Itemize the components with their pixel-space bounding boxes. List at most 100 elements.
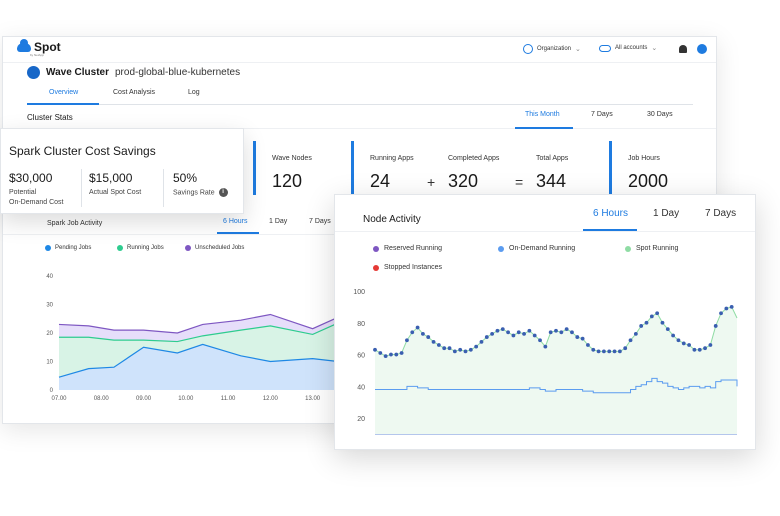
node-range-1-day[interactable]: 1 Day bbox=[653, 208, 680, 219]
spot-point bbox=[511, 333, 516, 338]
legend-label: Pending Jobs bbox=[55, 245, 92, 251]
legend-label: Stopped Instances bbox=[384, 264, 442, 271]
spot-point bbox=[373, 347, 377, 352]
organization-icon bbox=[523, 44, 533, 54]
range-30-days[interactable]: 30 Days bbox=[647, 111, 673, 118]
spot-point bbox=[484, 335, 489, 339]
spot-point bbox=[729, 304, 734, 309]
spot-point bbox=[575, 335, 580, 339]
user-avatar-icon[interactable] bbox=[697, 44, 707, 54]
y-tick-label: 40 bbox=[46, 274, 53, 280]
spot-point bbox=[719, 311, 723, 316]
accounts-selector[interactable]: All accounts ⌄ bbox=[599, 44, 657, 52]
node-range-6-hours[interactable]: 6 Hours bbox=[593, 208, 629, 219]
range-this-month[interactable]: This Month bbox=[525, 111, 560, 118]
node-activity-title: Node Activity bbox=[363, 214, 421, 225]
range-7-days[interactable]: 7 Days bbox=[591, 111, 613, 118]
tab-bar: Overview Cost Analysis Log bbox=[27, 85, 693, 105]
spot-cost-label: Actual Spot Cost bbox=[89, 189, 142, 196]
completed-apps-value: 320 bbox=[448, 171, 479, 191]
spot-point bbox=[671, 333, 676, 338]
legend-unscheduled: Unscheduled Jobs bbox=[185, 245, 244, 251]
cluster-stats-bar: Cluster Stats This Month 7 Days 30 Days bbox=[3, 105, 716, 129]
legend-dot bbox=[185, 245, 191, 251]
spot-point bbox=[580, 336, 585, 341]
spot-point bbox=[452, 349, 457, 354]
spark-job-activity-chart: 0 10 20 30 40 07.00 08.00 09.00 10.00 11.00 12.00 1… bbox=[46, 274, 339, 402]
spot-point bbox=[724, 306, 729, 311]
on-demand-value: $30,000 bbox=[9, 171, 53, 185]
y-tick-label: 100 bbox=[353, 289, 365, 296]
spot-point bbox=[665, 327, 670, 332]
total-apps-label: Total Apps bbox=[536, 155, 569, 162]
bell-icon[interactable] bbox=[679, 45, 687, 53]
legend-label: Reserved Running bbox=[384, 245, 442, 252]
spot-logo[interactable]: Spot bbox=[17, 38, 61, 53]
spot-point bbox=[495, 328, 500, 333]
spot-point bbox=[655, 311, 660, 316]
y-tick-label: 10 bbox=[46, 360, 53, 366]
cluster-name: Wave Cluster bbox=[46, 67, 109, 78]
spot-point bbox=[676, 338, 681, 343]
tab-overview[interactable]: Overview bbox=[49, 89, 79, 96]
chevron-down-icon: ⌄ bbox=[575, 46, 581, 53]
spot-point bbox=[500, 327, 505, 332]
spot-point bbox=[538, 338, 542, 343]
spot-point bbox=[383, 354, 388, 359]
chevron-down-icon: ⌄ bbox=[651, 45, 658, 52]
cluster-stats-title: Cluster Stats bbox=[27, 113, 73, 122]
spot-running-area bbox=[375, 306, 737, 434]
legend-dot bbox=[45, 245, 51, 251]
running-apps-value: 24 bbox=[370, 171, 391, 191]
y-tick-label: 0 bbox=[50, 388, 54, 394]
spot-point bbox=[394, 352, 399, 357]
savings-rate-label: Savings Rate bbox=[173, 189, 215, 197]
spot-point bbox=[564, 327, 569, 332]
spot-point bbox=[639, 324, 644, 328]
spot-point bbox=[708, 343, 713, 347]
legend-label: Spot Running bbox=[636, 245, 679, 252]
plus-operator: + bbox=[427, 174, 436, 190]
legend-running: Running Jobs bbox=[117, 245, 164, 251]
tab-log[interactable]: Log bbox=[188, 89, 200, 96]
legend-pending: Pending Jobs bbox=[45, 245, 91, 251]
stat-label: Job Hours bbox=[628, 155, 660, 162]
organization-label: Organization bbox=[537, 46, 572, 52]
cluster-id: prod-global-blue-kubernetes bbox=[114, 67, 241, 78]
tab-cost-analysis[interactable]: Cost Analysis bbox=[113, 89, 156, 96]
x-tick-label: 12.00 bbox=[263, 396, 279, 402]
completed-apps-label: Completed Apps bbox=[448, 155, 500, 162]
spot-point bbox=[570, 330, 574, 335]
x-tick-label: 07.00 bbox=[51, 396, 67, 402]
spot-point bbox=[649, 314, 654, 319]
node-range-underline bbox=[583, 229, 637, 231]
spot-point bbox=[623, 346, 628, 351]
spot-point bbox=[410, 330, 415, 335]
legend-dot bbox=[117, 245, 123, 251]
stat-label: Wave Nodes bbox=[272, 155, 312, 162]
spark-range-6-hours[interactable]: 6 Hours bbox=[223, 218, 248, 225]
on-demand-label-2: On-Demand Cost bbox=[9, 199, 64, 206]
spot-point bbox=[522, 332, 526, 336]
divider bbox=[3, 234, 343, 235]
spot-point bbox=[607, 349, 612, 354]
spot-point bbox=[612, 349, 617, 354]
spark-range-7-days[interactable]: 7 Days bbox=[309, 218, 331, 225]
legend-on-demand: On-Demand Running bbox=[498, 245, 575, 252]
info-icon[interactable]: i bbox=[218, 188, 228, 197]
y-tick-label: 30 bbox=[46, 303, 53, 309]
organization-selector[interactable]: Organization ⌄ bbox=[523, 44, 581, 54]
spot-point bbox=[532, 333, 537, 338]
spark-range-1-day[interactable]: 1 Day bbox=[269, 218, 288, 225]
x-tick-label: 09.00 bbox=[136, 396, 152, 402]
legend-dot bbox=[625, 245, 631, 252]
node-range-7-days[interactable]: 7 Days bbox=[705, 208, 737, 219]
spot-point bbox=[617, 349, 622, 354]
spark-job-activity-panel: Spark Job Activity 6 Hours 1 Day 7 Days … bbox=[3, 212, 343, 423]
apps-stat: Running Apps 24 Completed Apps 320 Total… bbox=[351, 141, 601, 195]
savings-rate: 50% Savings Rate i bbox=[173, 171, 228, 207]
spot-point bbox=[399, 351, 404, 355]
on-demand-label-1: Potential bbox=[9, 189, 37, 196]
spot-point bbox=[660, 320, 665, 325]
